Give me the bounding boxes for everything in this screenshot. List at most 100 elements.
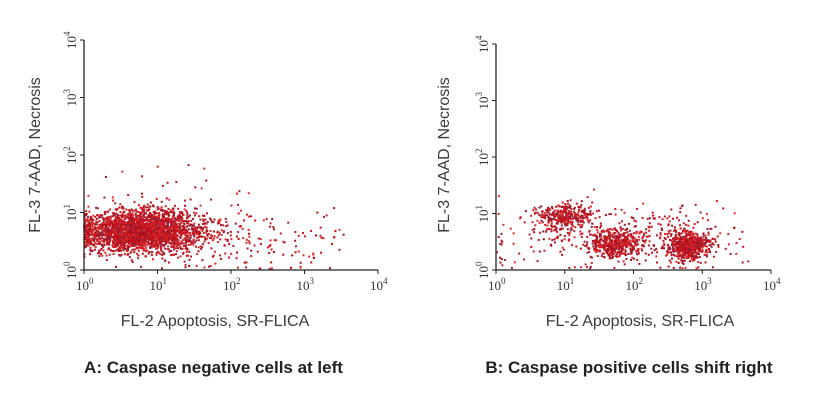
data-point (194, 186, 197, 189)
data-point (86, 231, 89, 234)
data-point (715, 250, 718, 253)
data-point (560, 220, 563, 222)
data-point (561, 201, 564, 204)
data-point (554, 225, 557, 228)
data-point (543, 249, 546, 252)
data-point (138, 246, 140, 249)
y-tick-label: 104 (474, 35, 491, 53)
data-point (157, 207, 160, 210)
data-point (93, 244, 96, 246)
data-point (564, 235, 566, 237)
data-point (164, 228, 167, 230)
data-point (612, 248, 615, 251)
data-point (684, 241, 687, 244)
data-point (125, 225, 128, 228)
data-point (632, 247, 635, 250)
data-point (163, 222, 166, 225)
data-point (186, 216, 189, 219)
data-point (103, 227, 106, 230)
data-point (177, 240, 180, 242)
data-point (667, 246, 670, 249)
data-point (548, 237, 551, 240)
data-point (128, 256, 131, 258)
data-point (113, 226, 116, 229)
data-point (166, 226, 169, 229)
data-point (98, 220, 101, 223)
data-point (121, 219, 123, 222)
data-point (683, 238, 686, 241)
data-point (688, 251, 691, 254)
data-point (153, 245, 156, 248)
data-point (601, 252, 604, 255)
data-point (137, 211, 140, 214)
data-point (226, 238, 229, 241)
data-point (129, 213, 132, 216)
data-point (178, 227, 181, 230)
data-point (660, 227, 663, 230)
data-point (114, 240, 116, 242)
data-point (203, 236, 206, 239)
data-point (99, 214, 102, 217)
data-point (127, 194, 130, 196)
data-point (741, 261, 744, 264)
data-point (147, 220, 150, 223)
data-point (90, 243, 93, 246)
data-point (147, 208, 150, 211)
data-point (678, 219, 680, 222)
data-point (190, 228, 193, 231)
data-point (570, 220, 572, 223)
data-point (184, 245, 187, 248)
data-point (224, 217, 227, 220)
x-tick-label: 100 (76, 276, 94, 293)
data-point (130, 226, 132, 229)
data-point (160, 206, 163, 209)
data-point (225, 225, 227, 228)
data-point (542, 216, 545, 219)
data-point (192, 224, 195, 227)
data-point (146, 209, 148, 212)
data-point (254, 219, 257, 222)
data-point (717, 245, 720, 248)
data-point (92, 233, 95, 236)
data-point (680, 256, 683, 259)
data-point (695, 254, 697, 257)
data-point (138, 233, 141, 236)
data-point (684, 249, 687, 251)
data-point (86, 220, 89, 222)
data-point (115, 265, 117, 268)
data-point (561, 227, 564, 230)
data-point (676, 216, 679, 219)
data-point (567, 211, 570, 214)
data-point (294, 251, 297, 254)
data-point (121, 223, 124, 226)
data-point (118, 246, 121, 249)
data-point (137, 249, 140, 252)
data-point (102, 233, 105, 236)
data-point (106, 216, 109, 219)
data-point (678, 250, 681, 253)
data-point (112, 220, 115, 223)
data-point (325, 214, 328, 217)
data-point (647, 253, 650, 256)
data-point (157, 238, 160, 241)
data-point (635, 220, 637, 223)
data-point (105, 254, 108, 257)
data-point (84, 214, 87, 217)
data-point (600, 224, 602, 227)
data-point (134, 233, 137, 236)
data-point (682, 244, 685, 247)
data-point (136, 237, 139, 240)
data-point (230, 252, 233, 255)
data-point (683, 259, 686, 262)
data-point (679, 227, 682, 230)
data-point (92, 238, 95, 241)
data-point (99, 242, 101, 245)
data-point (96, 230, 99, 232)
data-point (551, 205, 553, 208)
data-point (145, 206, 148, 209)
data-point (612, 251, 614, 254)
data-point (236, 235, 238, 238)
data-point (584, 244, 587, 247)
data-point (158, 226, 161, 229)
